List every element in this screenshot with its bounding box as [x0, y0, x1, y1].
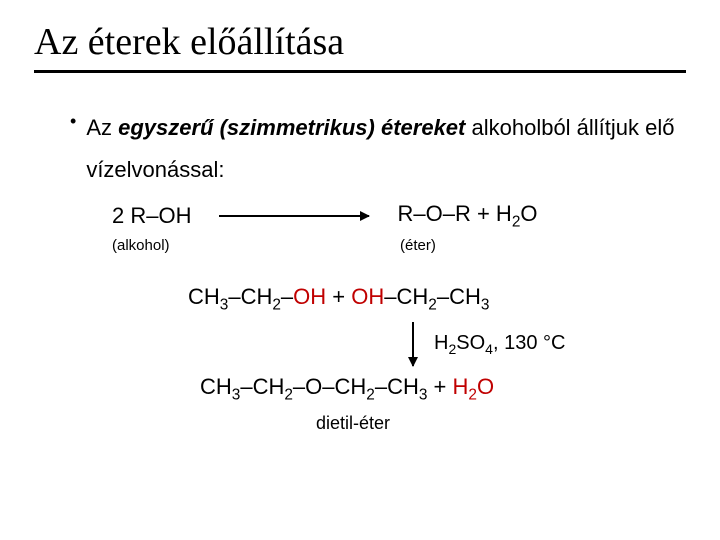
- bullet-emph: egyszerű (szimmetrikus) étereket: [118, 115, 465, 140]
- eq2-oh1: OH: [293, 284, 326, 309]
- cond-s2: 4: [485, 341, 493, 357]
- product-pre: R–O–R + H: [397, 201, 511, 226]
- reactant-alcohol: 2 R–OH: [112, 203, 191, 229]
- eq3-s2: 2: [284, 387, 293, 404]
- eq3-ch3: –CH: [375, 374, 419, 399]
- eq2-s2: 2: [272, 296, 281, 313]
- label-ether: (éter): [362, 237, 436, 254]
- eq3-plus: +: [427, 374, 452, 399]
- eq2-ch2b: –CH: [384, 284, 428, 309]
- eq2-dash: –: [281, 284, 293, 309]
- eq3-h2o-h: H: [453, 374, 469, 399]
- equation-labels: (alkohol) (éter): [34, 237, 686, 254]
- cond-temp: , 130 °C: [493, 332, 565, 354]
- eq2-s3: 2: [428, 296, 437, 313]
- cond-so: SO: [456, 332, 485, 354]
- equation-general: 2 R–OH R–O–R + H2O: [34, 201, 686, 231]
- eq3-s3: 2: [366, 387, 375, 404]
- bullet-marker: •: [70, 107, 76, 135]
- arrow-right-icon: [219, 215, 369, 217]
- page-title: Az éterek előállítása: [34, 20, 686, 73]
- arrow-down-icon: [412, 322, 414, 366]
- product-name: dietil-éter: [34, 413, 686, 434]
- eq3-h2o-o: O: [477, 374, 494, 399]
- eq3-h2o: H2O: [453, 374, 495, 399]
- label-alcohol: (alkohol): [112, 237, 362, 254]
- bullet-text: Az egyszerű (szimmetrikus) étereket alko…: [86, 107, 686, 191]
- reaction-conditions-row: H2SO4, 130 °C: [34, 322, 686, 366]
- eq2-oh2: OH: [351, 284, 384, 309]
- eq2-ch: CH: [188, 284, 220, 309]
- reaction-conditions: H2SO4, 130 °C: [434, 332, 565, 357]
- eq3-h2o-s: 2: [468, 387, 477, 404]
- eq2-plus: +: [326, 284, 351, 309]
- product-ether: R–O–R + H2O: [397, 201, 537, 231]
- equation-ethanol-pair: CH3–CH2–OH + OH–CH2–CH3: [34, 284, 686, 314]
- eq3-och2: –O–CH: [293, 374, 366, 399]
- cond-h: H: [434, 332, 448, 354]
- eq2-s4: 3: [481, 296, 490, 313]
- eq3-ch: CH: [200, 374, 232, 399]
- bullet-prefix: Az: [86, 115, 118, 140]
- eq2-ch2: –CH: [228, 284, 272, 309]
- product-post: O: [520, 201, 537, 226]
- bullet-item: • Az egyszerű (szimmetrikus) étereket al…: [34, 107, 686, 191]
- eq3-ch2: –CH: [240, 374, 284, 399]
- equation-product: CH3–CH2–O–CH2–CH3 + H2O: [34, 374, 686, 404]
- eq2-ch3b: –CH: [437, 284, 481, 309]
